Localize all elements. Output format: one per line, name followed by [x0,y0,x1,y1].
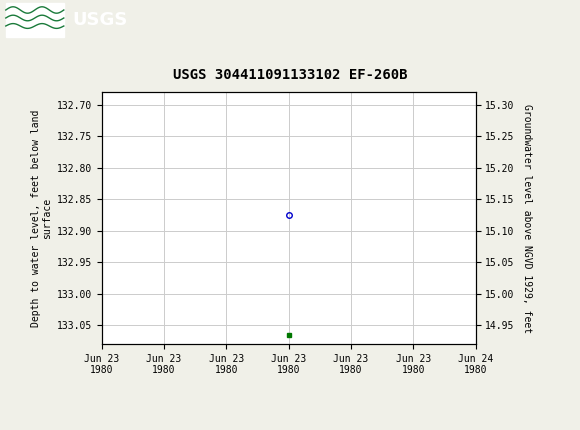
Y-axis label: Depth to water level, feet below land
surface: Depth to water level, feet below land su… [31,110,52,327]
Text: USGS: USGS [72,11,128,29]
Y-axis label: Groundwater level above NGVD 1929, feet: Groundwater level above NGVD 1929, feet [521,104,532,333]
Bar [6,3,64,37]
Text: USGS 304411091133102 EF-260B: USGS 304411091133102 EF-260B [173,68,407,82]
